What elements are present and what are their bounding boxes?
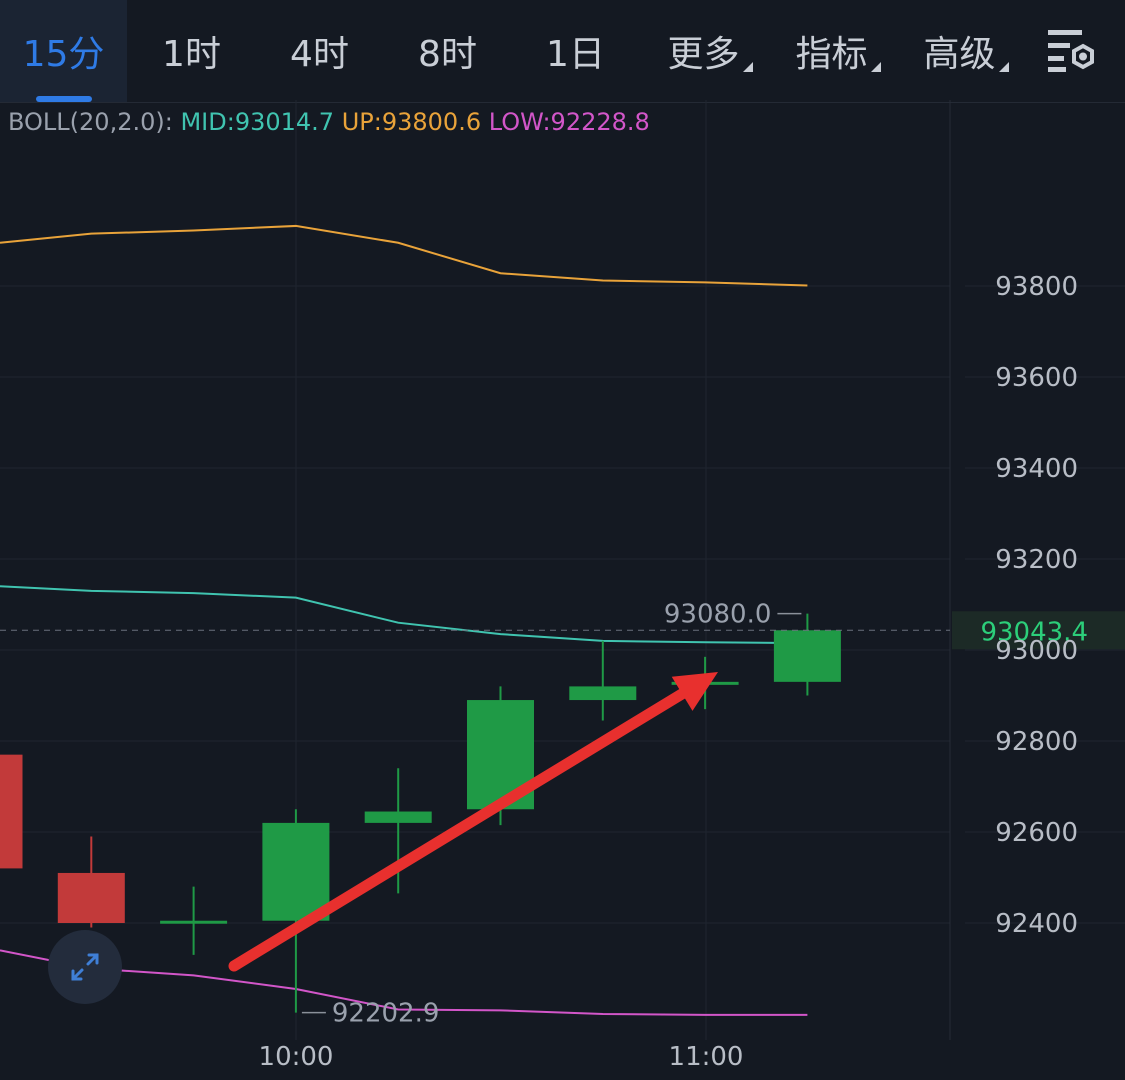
low-marker-label: 92202.9 — [332, 999, 440, 1029]
tab-label: 更多 — [667, 34, 740, 75]
tab-label: 高级 — [923, 34, 996, 75]
candle — [160, 886, 228, 955]
boll-up-value: UP:93800.6 — [341, 108, 482, 136]
candle — [773, 613, 841, 696]
tab-3[interactable]: 4时 — [256, 0, 383, 102]
y-tick-label: 92600 — [995, 818, 1078, 848]
candle — [569, 640, 637, 721]
candle-body — [773, 630, 841, 682]
boll-low-line — [0, 949, 808, 1016]
active-tab-indicator — [36, 96, 92, 102]
tab-4[interactable]: 8时 — [384, 0, 511, 102]
candle — [262, 809, 330, 1013]
y-tick-label: 93200 — [995, 545, 1078, 575]
y-tick-label: 93800 — [995, 272, 1078, 302]
tab-label: 4时 — [290, 34, 349, 75]
tab-7[interactable]: 指标 — [768, 0, 895, 102]
dropdown-triangle-icon — [999, 62, 1009, 72]
tab-8[interactable]: 高级 — [896, 0, 1023, 102]
expand-icon[interactable] — [48, 930, 122, 1004]
y-tick-label: 92400 — [995, 909, 1078, 939]
candlestick-chart[interactable]: 93043.4 93080.0 92202.9 93800 93600 93400 932… — [0, 100, 1125, 1080]
x-tick-label: 10:00 — [259, 1042, 334, 1072]
timeframe-tabs: 15分 1时 4时 8时 1日 更多 指标 高级 — [0, 0, 1125, 103]
boll-indicator-name: BOLL(20,2.0): — [8, 108, 173, 136]
candle-body — [57, 872, 125, 923]
current-price-label: 93043.4 — [980, 617, 1088, 647]
trend-arrow-shaft — [228, 677, 706, 972]
tab-6[interactable]: 更多 — [640, 0, 767, 102]
trend-arrow-head — [671, 672, 718, 711]
current-price-tag — [952, 611, 1125, 650]
tab-2[interactable]: 1时 — [128, 0, 255, 102]
y-tick-label: 93400 — [995, 454, 1078, 484]
boll-mid-line — [0, 585, 808, 645]
y-tick-label: 93000 — [995, 636, 1078, 666]
boll-indicator-legend: BOLL(20,2.0): MID:93014.7 UP:93800.6 LOW… — [8, 104, 650, 140]
tab-5[interactable]: 1日 — [512, 0, 639, 102]
candle-body — [262, 822, 330, 921]
boll-mid-value: MID:93014.7 — [180, 108, 335, 136]
chart-settings-icon[interactable] — [1040, 22, 1100, 78]
tab-label: 1日 — [546, 34, 605, 75]
boll-low-value: LOW:92228.8 — [488, 108, 650, 136]
tab-label: 指标 — [795, 34, 868, 75]
candle-body — [569, 686, 637, 701]
candle-body — [0, 754, 23, 869]
candle — [57, 836, 125, 928]
dropdown-triangle-icon — [743, 62, 753, 72]
candle-body — [364, 811, 432, 823]
tab-1[interactable]: 15分 — [0, 0, 127, 102]
y-tick-label: 93600 — [995, 363, 1078, 393]
tab-label: 1时 — [162, 34, 221, 75]
tab-label: 8时 — [418, 34, 477, 75]
high-marker-label: 93080.0 — [664, 600, 772, 630]
y-tick-label: 92800 — [995, 727, 1078, 757]
candle-body — [160, 920, 228, 924]
boll-up-line — [0, 224, 808, 287]
tab-label: 15分 — [22, 34, 105, 75]
x-tick-label: 11:00 — [669, 1042, 744, 1072]
dropdown-triangle-icon — [871, 62, 881, 72]
candle — [0, 754, 23, 869]
